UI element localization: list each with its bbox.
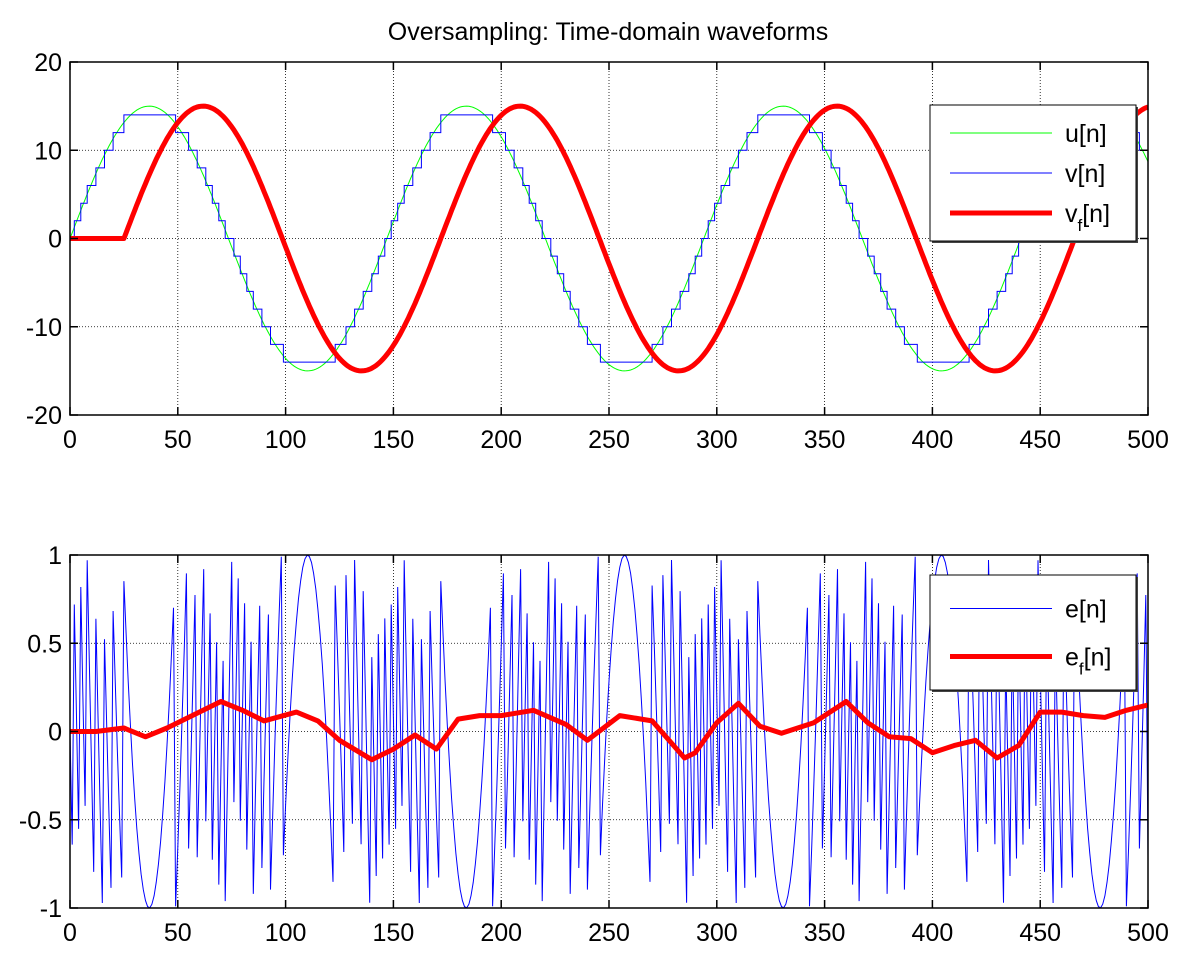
bottom-legend: e[n]ef[n] (929, 574, 1138, 692)
x-tick-label: 100 (265, 919, 307, 947)
x-tick-label: 0 (63, 426, 77, 454)
top-plot: 0 50 100 150 200 250 300 350 400 450 50020100-10-2… (26, 49, 1169, 454)
y-tick-label: 0 (48, 226, 62, 254)
x-tick-label: 200 (480, 919, 522, 947)
x-tick-label: 350 (804, 426, 846, 454)
y-tick-label: 0 (48, 719, 62, 747)
top-series-group (69, 103, 1149, 374)
x-tick-label: 200 (480, 426, 522, 454)
top-tick-labels: 0 50 100 150 200 250 300 350 400 450 50020100-10-2… (26, 49, 1169, 454)
y-tick-label: 20 (34, 49, 62, 77)
legend-label: e[n] (1065, 596, 1107, 624)
series-v (70, 114, 1149, 363)
top-axis-ticks (69, 61, 1149, 416)
x-tick-label: 350 (804, 919, 846, 947)
y-tick-label: 10 (34, 137, 62, 165)
top-legend: u[n]v[n]vf[n] (929, 104, 1138, 243)
x-tick-label: 500 (1127, 919, 1169, 947)
x-tick-label: 300 (696, 426, 738, 454)
x-tick-label: 50 (164, 426, 192, 454)
x-tick-label: 150 (373, 426, 415, 454)
x-tick-label: 300 (696, 919, 738, 947)
series-vf (69, 103, 1149, 374)
y-tick-label: -20 (26, 402, 62, 430)
x-tick-label: 450 (1019, 426, 1061, 454)
y-tick-label: 1 (48, 542, 62, 570)
bottom-tick-labels: 0 50 100 150 200 250 300 350 400 450 500 1 0.5 0 -0.5 -… (19, 542, 1169, 947)
chart-title: Oversampling: Time-domain waveforms (388, 18, 828, 46)
x-tick-label: 0 (63, 919, 77, 947)
y-tick-label: -0.5 (19, 807, 62, 835)
x-tick-label: 150 (373, 919, 415, 947)
y-tick-label: 0.5 (27, 630, 62, 658)
legend-box (929, 574, 1137, 691)
y-tick-label: -10 (26, 314, 62, 342)
axes-frame (69, 554, 1149, 909)
x-tick-label: 400 (912, 919, 954, 947)
bottom-plot: 0 50 100 150 200 250 300 350 400 450 500 1 0.5 0 -0.5 -… (19, 542, 1169, 947)
x-tick-label: 250 (588, 426, 630, 454)
x-tick-label: 100 (265, 426, 307, 454)
x-tick-label: 250 (588, 919, 630, 947)
axes-frame (69, 61, 1149, 416)
x-tick-label: 400 (912, 426, 954, 454)
legend-label: u[n] (1065, 120, 1107, 148)
bottom-axis-ticks (69, 554, 1149, 909)
legend-label: v[n] (1065, 160, 1105, 188)
x-tick-label: 450 (1019, 919, 1061, 947)
y-tick-label: -1 (40, 895, 62, 923)
x-tick-label: 50 (164, 919, 192, 947)
series-ef (70, 699, 1149, 763)
x-tick-label: 500 (1127, 426, 1169, 454)
